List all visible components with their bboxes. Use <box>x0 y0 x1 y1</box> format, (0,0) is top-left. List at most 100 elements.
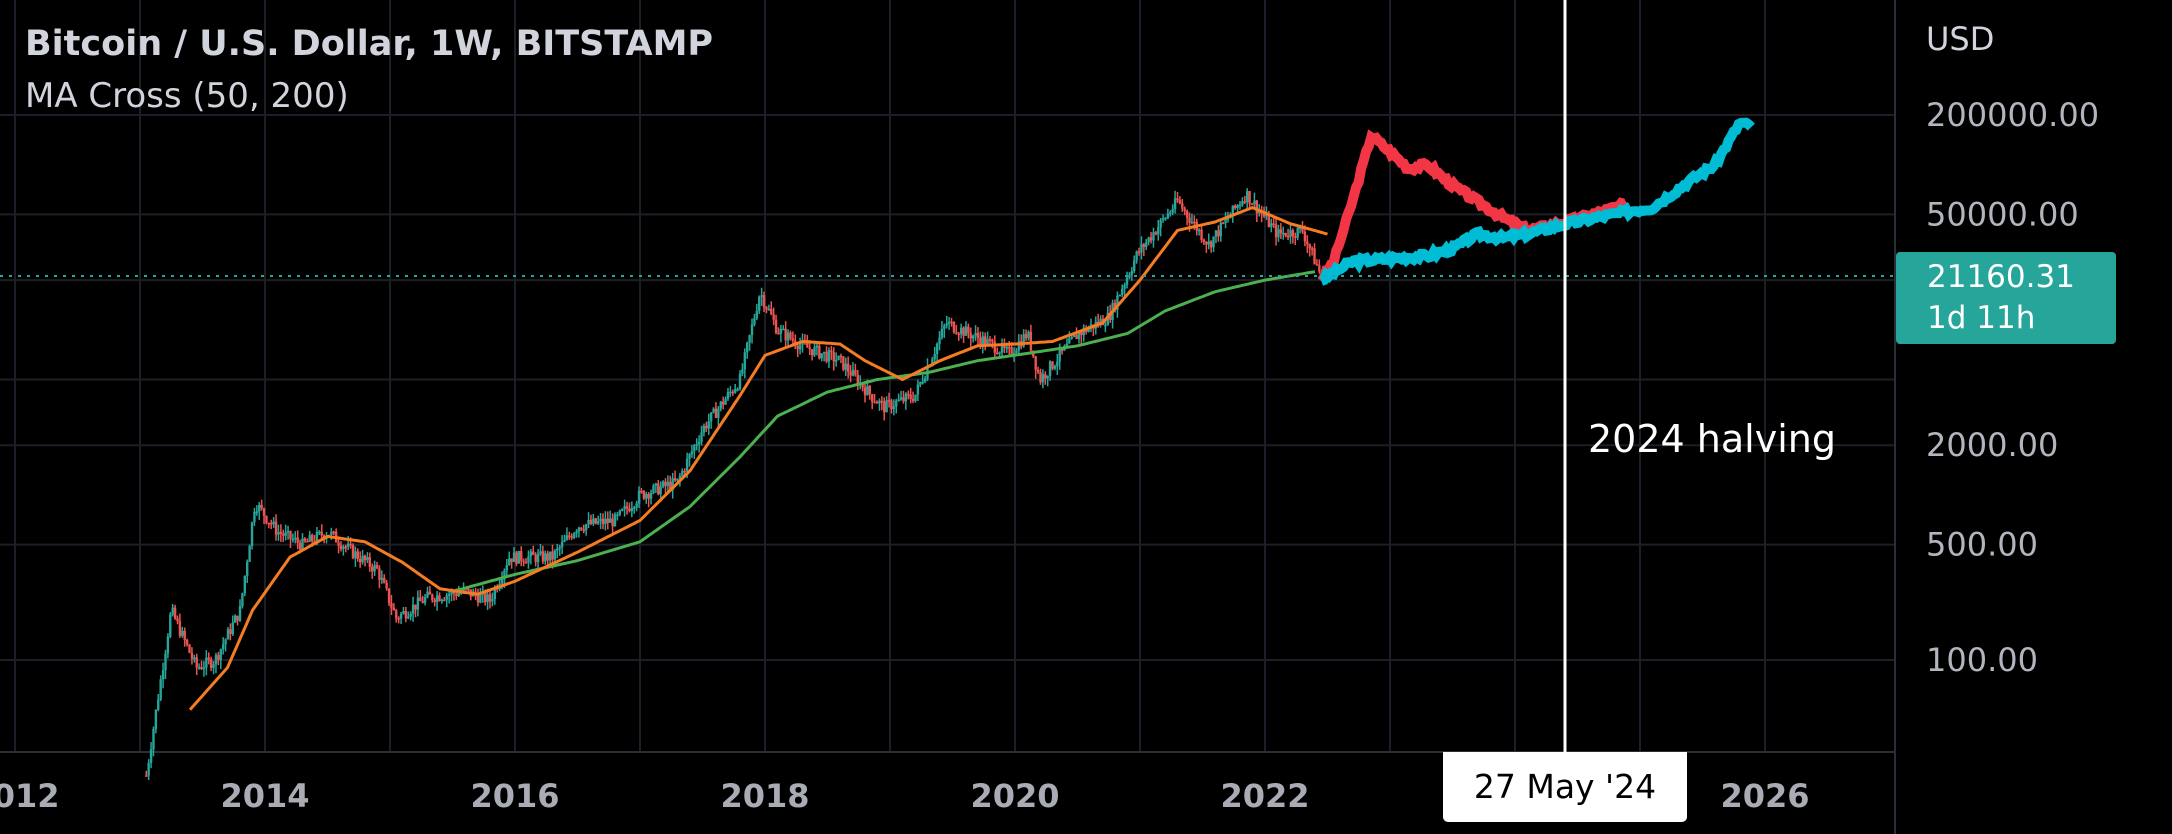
candle-body <box>169 614 172 637</box>
candle-body <box>844 363 847 370</box>
candle-body <box>1080 332 1083 336</box>
candle-body <box>363 555 367 561</box>
candle-body <box>1058 349 1061 362</box>
candle-body <box>947 321 951 324</box>
candle-body <box>601 518 605 525</box>
candle-body <box>885 400 888 413</box>
candle-body <box>486 594 489 603</box>
halving-annotation: 2024 halving <box>1588 417 1836 461</box>
indicator-legend[interactable]: MA Cross (50, 200) <box>25 76 349 116</box>
candle-body <box>1000 343 1004 353</box>
candle-body <box>1142 244 1146 247</box>
candle-body <box>659 486 662 495</box>
candle-body <box>1318 265 1321 272</box>
candle-body <box>503 570 506 580</box>
candle-body <box>873 401 876 404</box>
candle-body <box>440 599 444 602</box>
candle-body <box>568 535 571 537</box>
candle-body <box>1265 214 1268 217</box>
candle-body <box>565 535 569 540</box>
candle-body <box>702 425 706 433</box>
candle-body <box>197 667 201 669</box>
candle-body <box>270 522 273 525</box>
candle-body <box>998 352 1001 354</box>
candle-body <box>181 630 184 636</box>
candle-body <box>950 321 953 324</box>
candle-body <box>945 323 948 326</box>
last-price-value: 21160.31 <box>1927 259 2075 295</box>
candle-body <box>522 560 525 563</box>
candle-body <box>488 594 492 602</box>
candle-body <box>1294 236 1297 239</box>
candle-body <box>1036 369 1040 373</box>
candle-body <box>272 521 275 525</box>
candle-body <box>551 551 554 560</box>
x-tick-label: 2020 <box>970 777 1059 815</box>
candle-body <box>426 591 429 598</box>
candle-body <box>1190 221 1194 224</box>
candle-body <box>871 394 874 402</box>
candle-body <box>1272 223 1275 225</box>
candle-body <box>635 503 638 508</box>
candle-body <box>527 556 530 563</box>
candle-body <box>1284 232 1287 236</box>
candle-body <box>649 492 653 499</box>
candle-body <box>575 531 578 534</box>
candle-body <box>892 406 896 410</box>
candle-body <box>558 547 561 549</box>
currency-label[interactable]: USD <box>1926 20 1995 58</box>
candle-body <box>830 350 833 353</box>
candle-body <box>933 353 936 360</box>
candle-body <box>1313 248 1316 265</box>
candle-body <box>676 478 679 481</box>
candle-body <box>613 514 617 527</box>
candle-body <box>1082 328 1085 336</box>
candle-body <box>618 510 622 515</box>
candle-body <box>1164 218 1167 220</box>
candle-body <box>1224 218 1227 223</box>
candle-body <box>375 565 379 569</box>
candle-body <box>423 597 427 603</box>
candle-body <box>825 351 828 362</box>
candle-body <box>861 382 864 388</box>
candle-body <box>572 533 576 538</box>
candle-body <box>746 342 749 353</box>
candle-body <box>955 332 958 334</box>
candle-body <box>1197 229 1201 232</box>
candle-body <box>714 408 718 418</box>
candle-body <box>979 337 982 346</box>
candle-body <box>1253 200 1256 205</box>
candle-body <box>520 550 523 561</box>
candle-body <box>1214 230 1218 237</box>
candle-body <box>589 519 593 524</box>
candle-body <box>729 391 732 394</box>
candle-body <box>1065 343 1069 346</box>
projection-blue-path <box>1319 117 1755 286</box>
candle-body <box>1130 271 1134 275</box>
candle-body <box>1154 232 1158 235</box>
candle-body <box>1072 334 1076 338</box>
candle-body <box>373 565 376 572</box>
candle-body <box>690 451 694 455</box>
candle-body <box>707 421 710 429</box>
candle-body <box>342 546 345 549</box>
candle-body <box>849 371 852 376</box>
candle-body <box>462 588 465 593</box>
candle-body <box>767 308 771 311</box>
y-tick-label: 50000.00 <box>1926 195 2079 233</box>
candle-body <box>298 542 302 550</box>
candle-body <box>1017 341 1021 351</box>
candle-body <box>1267 214 1271 227</box>
candle-body <box>1308 244 1311 249</box>
candle-body <box>289 530 292 540</box>
candle-body <box>193 657 196 660</box>
candle-body <box>548 551 552 561</box>
candle-body <box>1296 227 1299 238</box>
candle-body <box>1056 361 1059 367</box>
candle-body <box>1233 205 1237 208</box>
candle-body <box>515 552 518 564</box>
candle-body <box>880 400 884 403</box>
candle-body <box>1135 251 1138 261</box>
candle-body <box>505 564 509 571</box>
